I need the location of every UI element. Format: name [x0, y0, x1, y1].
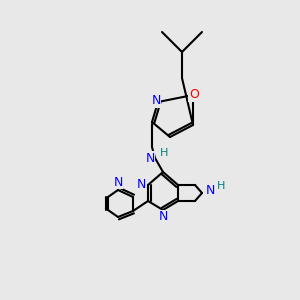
Text: N: N: [145, 152, 155, 164]
Text: N: N: [205, 184, 215, 196]
Text: H: H: [217, 181, 225, 191]
Text: N: N: [136, 178, 146, 191]
Text: N: N: [151, 94, 161, 107]
Text: H: H: [160, 148, 168, 158]
Text: N: N: [113, 176, 123, 188]
Text: N: N: [158, 211, 168, 224]
Text: O: O: [189, 88, 199, 101]
